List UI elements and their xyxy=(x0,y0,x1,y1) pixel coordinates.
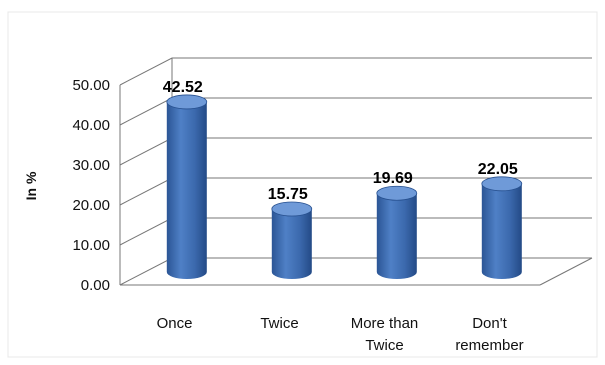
chart-frame xyxy=(7,11,598,358)
gridlines xyxy=(119,57,593,286)
bar xyxy=(166,94,208,279)
data-label: 19.69 xyxy=(373,170,413,187)
bar-body xyxy=(481,183,522,279)
data-label: 42.52 xyxy=(163,79,203,96)
y-axis-title: In % xyxy=(23,171,39,200)
x-axis-categories: Once Twice More than Twice Don't remember xyxy=(157,315,524,354)
category-label: Twice xyxy=(260,315,298,332)
data-labels: 42.52 15.75 19.69 22.05 xyxy=(163,79,518,203)
data-label: 22.05 xyxy=(478,161,518,178)
bar-top xyxy=(166,94,208,110)
bars xyxy=(166,94,523,279)
bar xyxy=(271,201,313,279)
category-label: More than Twice xyxy=(351,315,419,354)
bar xyxy=(376,185,418,279)
y-tick-label: 50.00 xyxy=(72,77,110,94)
y-tick-label: 10.00 xyxy=(72,237,110,254)
category-label: Don't remember xyxy=(455,315,523,354)
y-tick-label: 30.00 xyxy=(72,157,110,174)
bar-body xyxy=(166,101,207,279)
data-label: 15.75 xyxy=(268,186,308,203)
y-tick-label: 40.00 xyxy=(72,117,110,134)
y-tick-label: 0.00 xyxy=(81,277,110,294)
category-label: Once xyxy=(157,315,193,332)
y-tick-label: 20.00 xyxy=(72,197,110,214)
bar-body xyxy=(271,209,312,279)
bar-top xyxy=(271,201,313,217)
bar-top xyxy=(481,176,523,192)
bar xyxy=(481,176,523,279)
chart-border xyxy=(7,11,598,358)
bar-body xyxy=(376,193,417,279)
bar-top xyxy=(376,185,418,201)
y-axis-ticks: 0.00 10.00 20.00 30.00 40.00 50.00 xyxy=(72,77,110,294)
floor-right-edge xyxy=(539,257,593,286)
